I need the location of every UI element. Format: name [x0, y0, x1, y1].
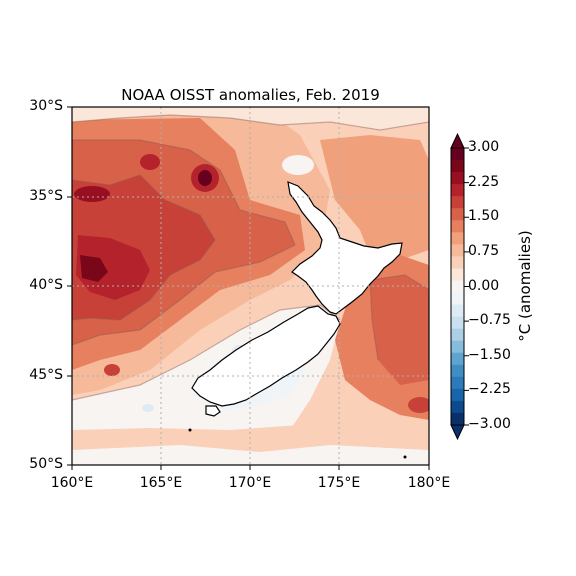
colorbar-level — [451, 172, 464, 185]
anomaly-spot-east — [408, 397, 429, 413]
colorbar-level — [451, 340, 464, 354]
colorbar-level — [451, 376, 464, 390]
x-tick-label: 160°E — [50, 475, 94, 491]
x-tick-label: 170°E — [228, 475, 272, 491]
y-tick-label: 35°S — [29, 188, 63, 204]
anomaly-spot-sw — [104, 364, 120, 376]
colorbar-level — [451, 184, 464, 197]
colorbar-level — [451, 400, 464, 414]
small-island — [188, 428, 192, 432]
colorbar — [450, 132, 469, 441]
colorbar-tick-label: 0.00 — [468, 277, 500, 294]
north-island-land — [287, 181, 403, 315]
y-tick-label: 45°S — [29, 367, 63, 383]
colorbar-level — [451, 388, 464, 402]
colorbar-level — [451, 412, 464, 426]
colorbar-level — [451, 280, 464, 294]
anomaly-region-ne — [320, 135, 429, 260]
colorbar-tick-label: −2.25 — [468, 381, 511, 398]
colorbar-level — [451, 196, 464, 209]
x-tick-label: 175°E — [317, 475, 361, 491]
contour-lines — [72, 114, 429, 401]
anomaly-region-bottom-neutral — [72, 445, 429, 465]
colorbar-tick-label: −1.50 — [468, 346, 511, 363]
anomaly-spot-west — [74, 186, 110, 202]
colorbar-tick-label: 3.00 — [468, 139, 500, 155]
colorbar-level — [451, 220, 464, 233]
anomaly-spot-neutral-north — [282, 155, 314, 175]
colorbar-extend-max — [450, 132, 465, 149]
colorbar-level — [451, 244, 464, 257]
colorbar-tick-label: 0.75 — [468, 242, 500, 259]
anomaly-region-east-hot — [370, 275, 429, 385]
map-title: NOAA OISST anomalies, Feb. 2019 — [121, 86, 380, 104]
anomaly-spot-north-core — [198, 170, 212, 186]
colorbar-label: °C (anomalies) — [516, 230, 534, 342]
y-tick-label: 40°S — [29, 277, 63, 293]
colorbar-level — [451, 316, 464, 330]
y-tick-label: 50°S — [29, 456, 63, 472]
south-island-land — [191, 305, 341, 407]
colorbar-level — [451, 292, 464, 306]
colorbar-tick-label: 2.25 — [468, 173, 500, 190]
colorbar-tick-label: 1.50 — [468, 208, 500, 225]
colorbar-level — [451, 160, 464, 173]
anomaly-spot-nw-small — [140, 154, 160, 170]
colorbar-level — [451, 304, 464, 318]
colorbar-level — [451, 148, 464, 161]
colorbar-extend-min — [450, 424, 465, 441]
sst-anomaly-field — [72, 107, 429, 465]
x-tick-label: 180°E — [407, 475, 451, 491]
colorbar-tick-label: −0.75 — [468, 312, 511, 329]
colorbar-level — [451, 352, 464, 366]
anomaly-spot-cool-1 — [142, 404, 154, 412]
x-tick-label: 165°E — [139, 475, 183, 491]
stewart-island-land — [205, 405, 221, 417]
colorbar-level — [451, 256, 464, 269]
colorbar-level — [451, 268, 464, 281]
axis-ticks — [67, 106, 430, 470]
chatham-island — [403, 455, 407, 459]
colorbar-level — [451, 208, 464, 221]
anomaly-region-nw-extreme — [76, 235, 150, 300]
colorbar-level — [451, 364, 464, 378]
colorbar-level — [451, 328, 464, 342]
colorbar-tick-label: −3.00 — [468, 416, 511, 432]
colorbar-level — [451, 232, 464, 245]
anomaly-region-nw-peak — [80, 255, 108, 282]
y-tick-label: 30°S — [29, 98, 63, 114]
